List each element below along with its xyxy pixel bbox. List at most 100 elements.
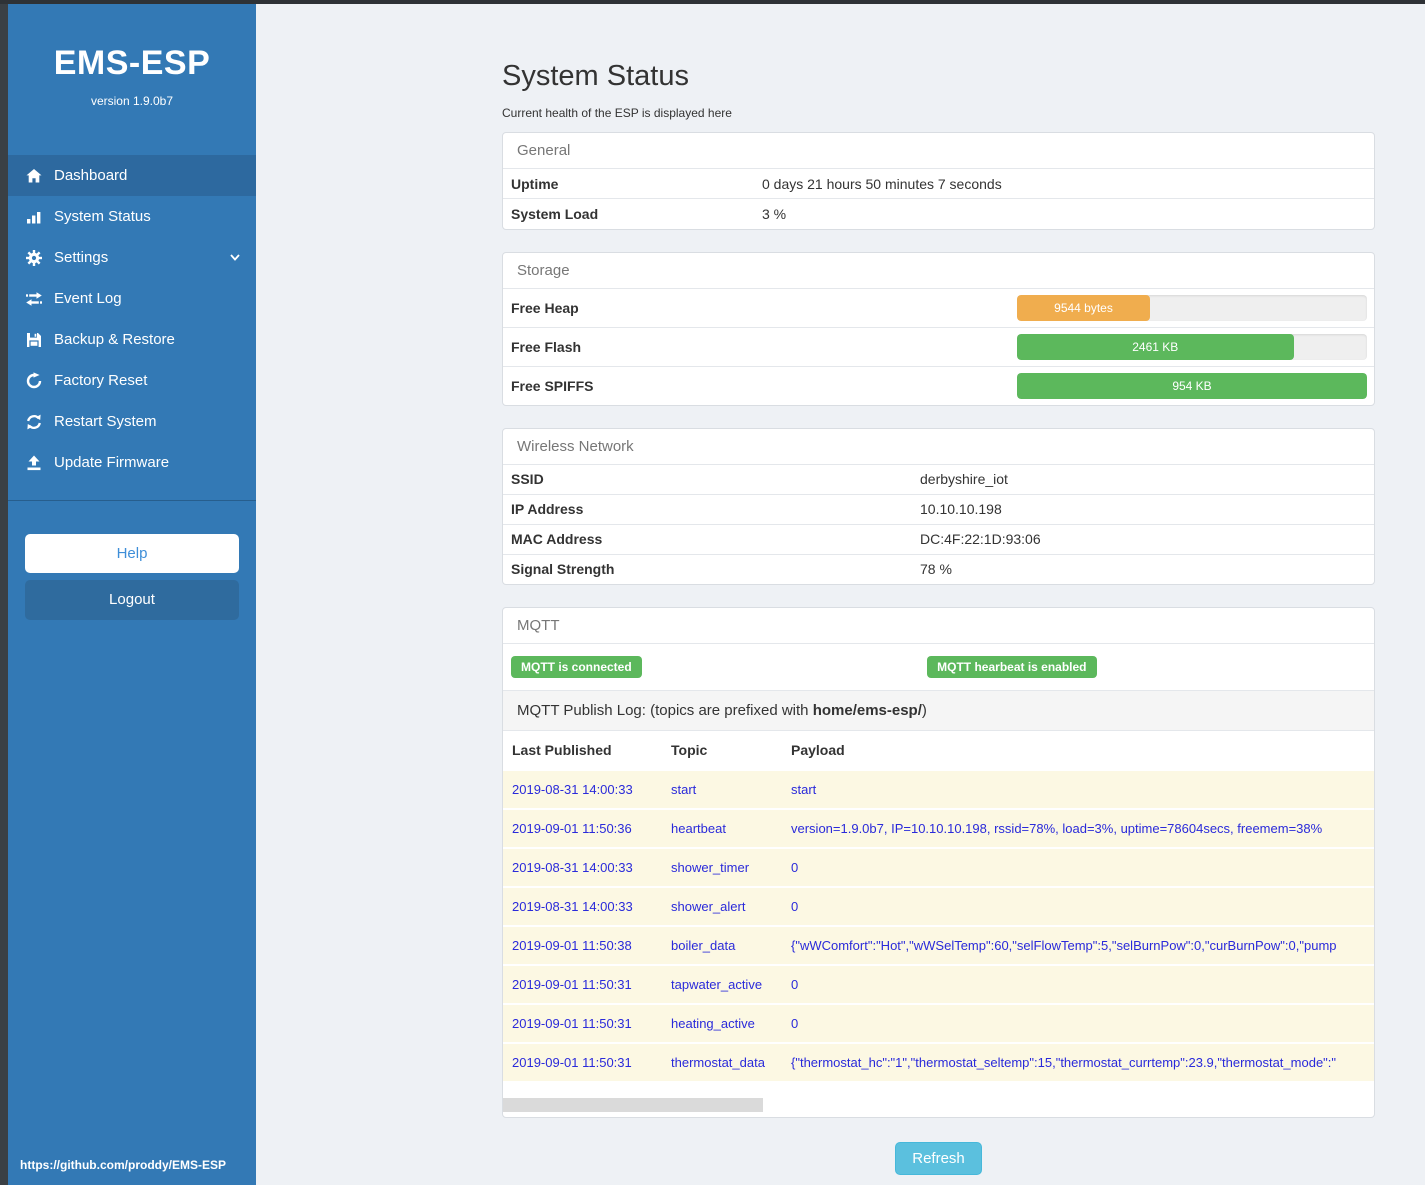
mqtt-panel: MQTT MQTT is connected MQTT hearbeat is … xyxy=(502,607,1375,1118)
log-date: 2019-09-01 11:50:31 xyxy=(512,977,632,992)
row-label: Uptime xyxy=(503,168,754,199)
app-title: EMS-ESP xyxy=(53,44,211,82)
sidebar-nav: Dashboard System Status xyxy=(8,155,256,483)
log-title-prefix: MQTT Publish Log: (topics are prefixed w… xyxy=(517,702,813,719)
log-row: 2019-08-31 14:00:33 shower_timer 0 xyxy=(503,848,1374,887)
log-row: 2019-08-31 14:00:33 shower_alert 0 xyxy=(503,887,1374,926)
panel-bottom-padding xyxy=(503,1112,1374,1117)
log-payload: 0 xyxy=(791,1016,799,1031)
page-subtitle: Current health of the ESP is displayed h… xyxy=(502,106,732,120)
log-row: 2019-08-31 14:00:33 start start xyxy=(503,770,1374,809)
progress-fill: 9544 bytes xyxy=(1017,294,1150,321)
mqtt-log-title: MQTT Publish Log: (topics are prefixed w… xyxy=(503,690,1374,730)
sidebar-item-update-firmware[interactable]: Update Firmware xyxy=(8,442,256,483)
content-column: System Status Current health of the ESP … xyxy=(502,60,1375,1175)
free-flash-progress: 2461 KB xyxy=(1017,333,1367,360)
wireless-panel-heading: Wireless Network xyxy=(517,437,634,455)
storage-panel: Storage Free Heap 9544 bytes Free Flash xyxy=(502,251,1375,406)
log-date: 2019-08-31 14:00:33 xyxy=(512,899,633,914)
table-row: Free Heap 9544 bytes xyxy=(503,287,1374,327)
table-row: MAC Address DC:4F:22:1D:93:06 xyxy=(503,523,1374,554)
log-date: 2019-09-01 11:50:38 xyxy=(512,938,632,953)
mqtt-panel-heading: MQTT xyxy=(517,617,560,634)
row-value: 0 days 21 hours 50 minutes 7 seconds xyxy=(754,168,1374,199)
log-row: 2019-09-01 11:50:36 heartbeat version=1.… xyxy=(503,809,1374,848)
upload-icon xyxy=(27,455,41,470)
sidebar-item-label: Settings xyxy=(54,249,109,266)
storage-table: Free Heap 9544 bytes Free Flash 2461 KB xyxy=(503,287,1374,405)
github-link[interactable]: https://github.com/proddy/EMS-ESP xyxy=(20,1158,226,1172)
row-label: Signal Strength xyxy=(503,553,912,584)
log-row: 2019-09-01 11:50:31 tapwater_active 0 xyxy=(503,965,1374,1004)
table-row: IP Address 10.10.10.198 xyxy=(503,493,1374,524)
row-value: derbyshire_iot xyxy=(912,463,1374,494)
sidebar-item-label: Backup & Restore xyxy=(54,331,175,348)
sidebar-item-label: Factory Reset xyxy=(54,372,148,389)
horizontal-scrollbar[interactable] xyxy=(503,1098,1374,1112)
log-title-suffix: ) xyxy=(921,702,927,719)
row-value: DC:4F:22:1D:93:06 xyxy=(912,523,1374,554)
sidebar-item-settings[interactable]: Settings xyxy=(8,237,256,278)
sidebar-item-dashboard[interactable]: Dashboard xyxy=(8,155,256,196)
log-date: 2019-08-31 14:00:33 xyxy=(512,860,633,875)
app-version: version 1.9.0b7 xyxy=(90,94,174,108)
row-value: 10.10.10.198 xyxy=(912,493,1374,524)
sidebar-item-factory-reset[interactable]: Factory Reset xyxy=(8,360,256,401)
log-topic: boiler_data xyxy=(671,938,736,953)
gear-icon xyxy=(26,249,42,266)
mqtt-badge-row: MQTT is connected MQTT hearbeat is enabl… xyxy=(503,643,1374,690)
scrollbar-thumb[interactable] xyxy=(503,1098,763,1112)
mqtt-log-table: Last Published Topic Payload 2019-08-31 … xyxy=(503,730,1374,1081)
row-label: Free Heap xyxy=(503,287,1009,327)
log-payload: version=1.9.0b7, IP=10.10.10.198, rssid=… xyxy=(791,821,1323,836)
floppy-save-icon xyxy=(27,332,41,347)
progress-fill: 954 KB xyxy=(1017,372,1367,399)
log-topic: shower_timer xyxy=(671,860,750,875)
help-button[interactable]: Help xyxy=(25,534,239,573)
log-payload: {"wWComfort":"Hot","wWSelTemp":60,"selFl… xyxy=(791,938,1337,953)
row-value: 3 % xyxy=(754,198,1374,229)
log-payload: start xyxy=(791,782,817,797)
sidebar-item-event-log[interactable]: Event Log xyxy=(8,278,256,319)
sidebar-item-backup-restore[interactable]: Backup & Restore xyxy=(8,319,256,360)
progress-fill: 2461 KB xyxy=(1017,333,1294,360)
logout-button[interactable]: Logout xyxy=(25,580,239,620)
sidebar-divider xyxy=(8,500,256,501)
row-label: System Load xyxy=(503,198,754,229)
page-title: System Status xyxy=(502,60,689,92)
left-dark-rail xyxy=(0,0,8,1185)
free-heap-progress: 9544 bytes xyxy=(1017,294,1367,321)
table-row: System Load 3 % xyxy=(503,198,1374,229)
table-row: Signal Strength 78 % xyxy=(503,553,1374,584)
row-label: MAC Address xyxy=(503,523,912,554)
sidebar-item-restart-system[interactable]: Restart System xyxy=(8,401,256,442)
redo-arrow-icon xyxy=(26,371,42,388)
table-row: SSID derbyshire_iot xyxy=(503,463,1374,494)
log-topic: heating_active xyxy=(671,1016,755,1031)
sidebar-item-label: Event Log xyxy=(54,290,122,307)
refresh-button[interactable]: Refresh xyxy=(895,1142,982,1175)
transfer-arrows-icon xyxy=(26,291,42,306)
log-payload: {"thermostat_hc":"1","thermostat_seltemp… xyxy=(791,1055,1337,1070)
row-label: Free Flash xyxy=(503,326,1009,366)
row-label: IP Address xyxy=(503,493,912,524)
log-payload: 0 xyxy=(791,977,799,992)
sidebar-item-system-status[interactable]: System Status xyxy=(8,196,256,237)
chevron-down-icon xyxy=(230,254,240,261)
log-topic: heartbeat xyxy=(671,821,726,836)
log-date: 2019-08-31 14:00:33 xyxy=(512,782,633,797)
log-topic: thermostat_data xyxy=(671,1055,765,1070)
sync-arrows-icon xyxy=(27,414,41,429)
column-header: Payload xyxy=(782,730,1374,770)
log-date: 2019-09-01 11:50:31 xyxy=(512,1055,632,1070)
wireless-table: SSID derbyshire_iot IP Address 10.10.10.… xyxy=(503,463,1374,584)
log-topic: tapwater_active xyxy=(671,977,763,992)
sidebar-item-label: Dashboard xyxy=(54,167,128,184)
log-row: 2019-09-01 11:50:38 boiler_data {"wWComf… xyxy=(503,926,1374,965)
row-value: 78 % xyxy=(912,553,1374,584)
general-table: Uptime 0 days 21 hours 50 minutes 7 seco… xyxy=(503,168,1374,229)
log-payload: 0 xyxy=(791,899,799,914)
storage-panel-heading: Storage xyxy=(517,261,570,279)
general-panel: General Uptime 0 days 21 hours 50 minute… xyxy=(502,132,1375,230)
log-date: 2019-09-01 11:50:36 xyxy=(512,821,632,836)
